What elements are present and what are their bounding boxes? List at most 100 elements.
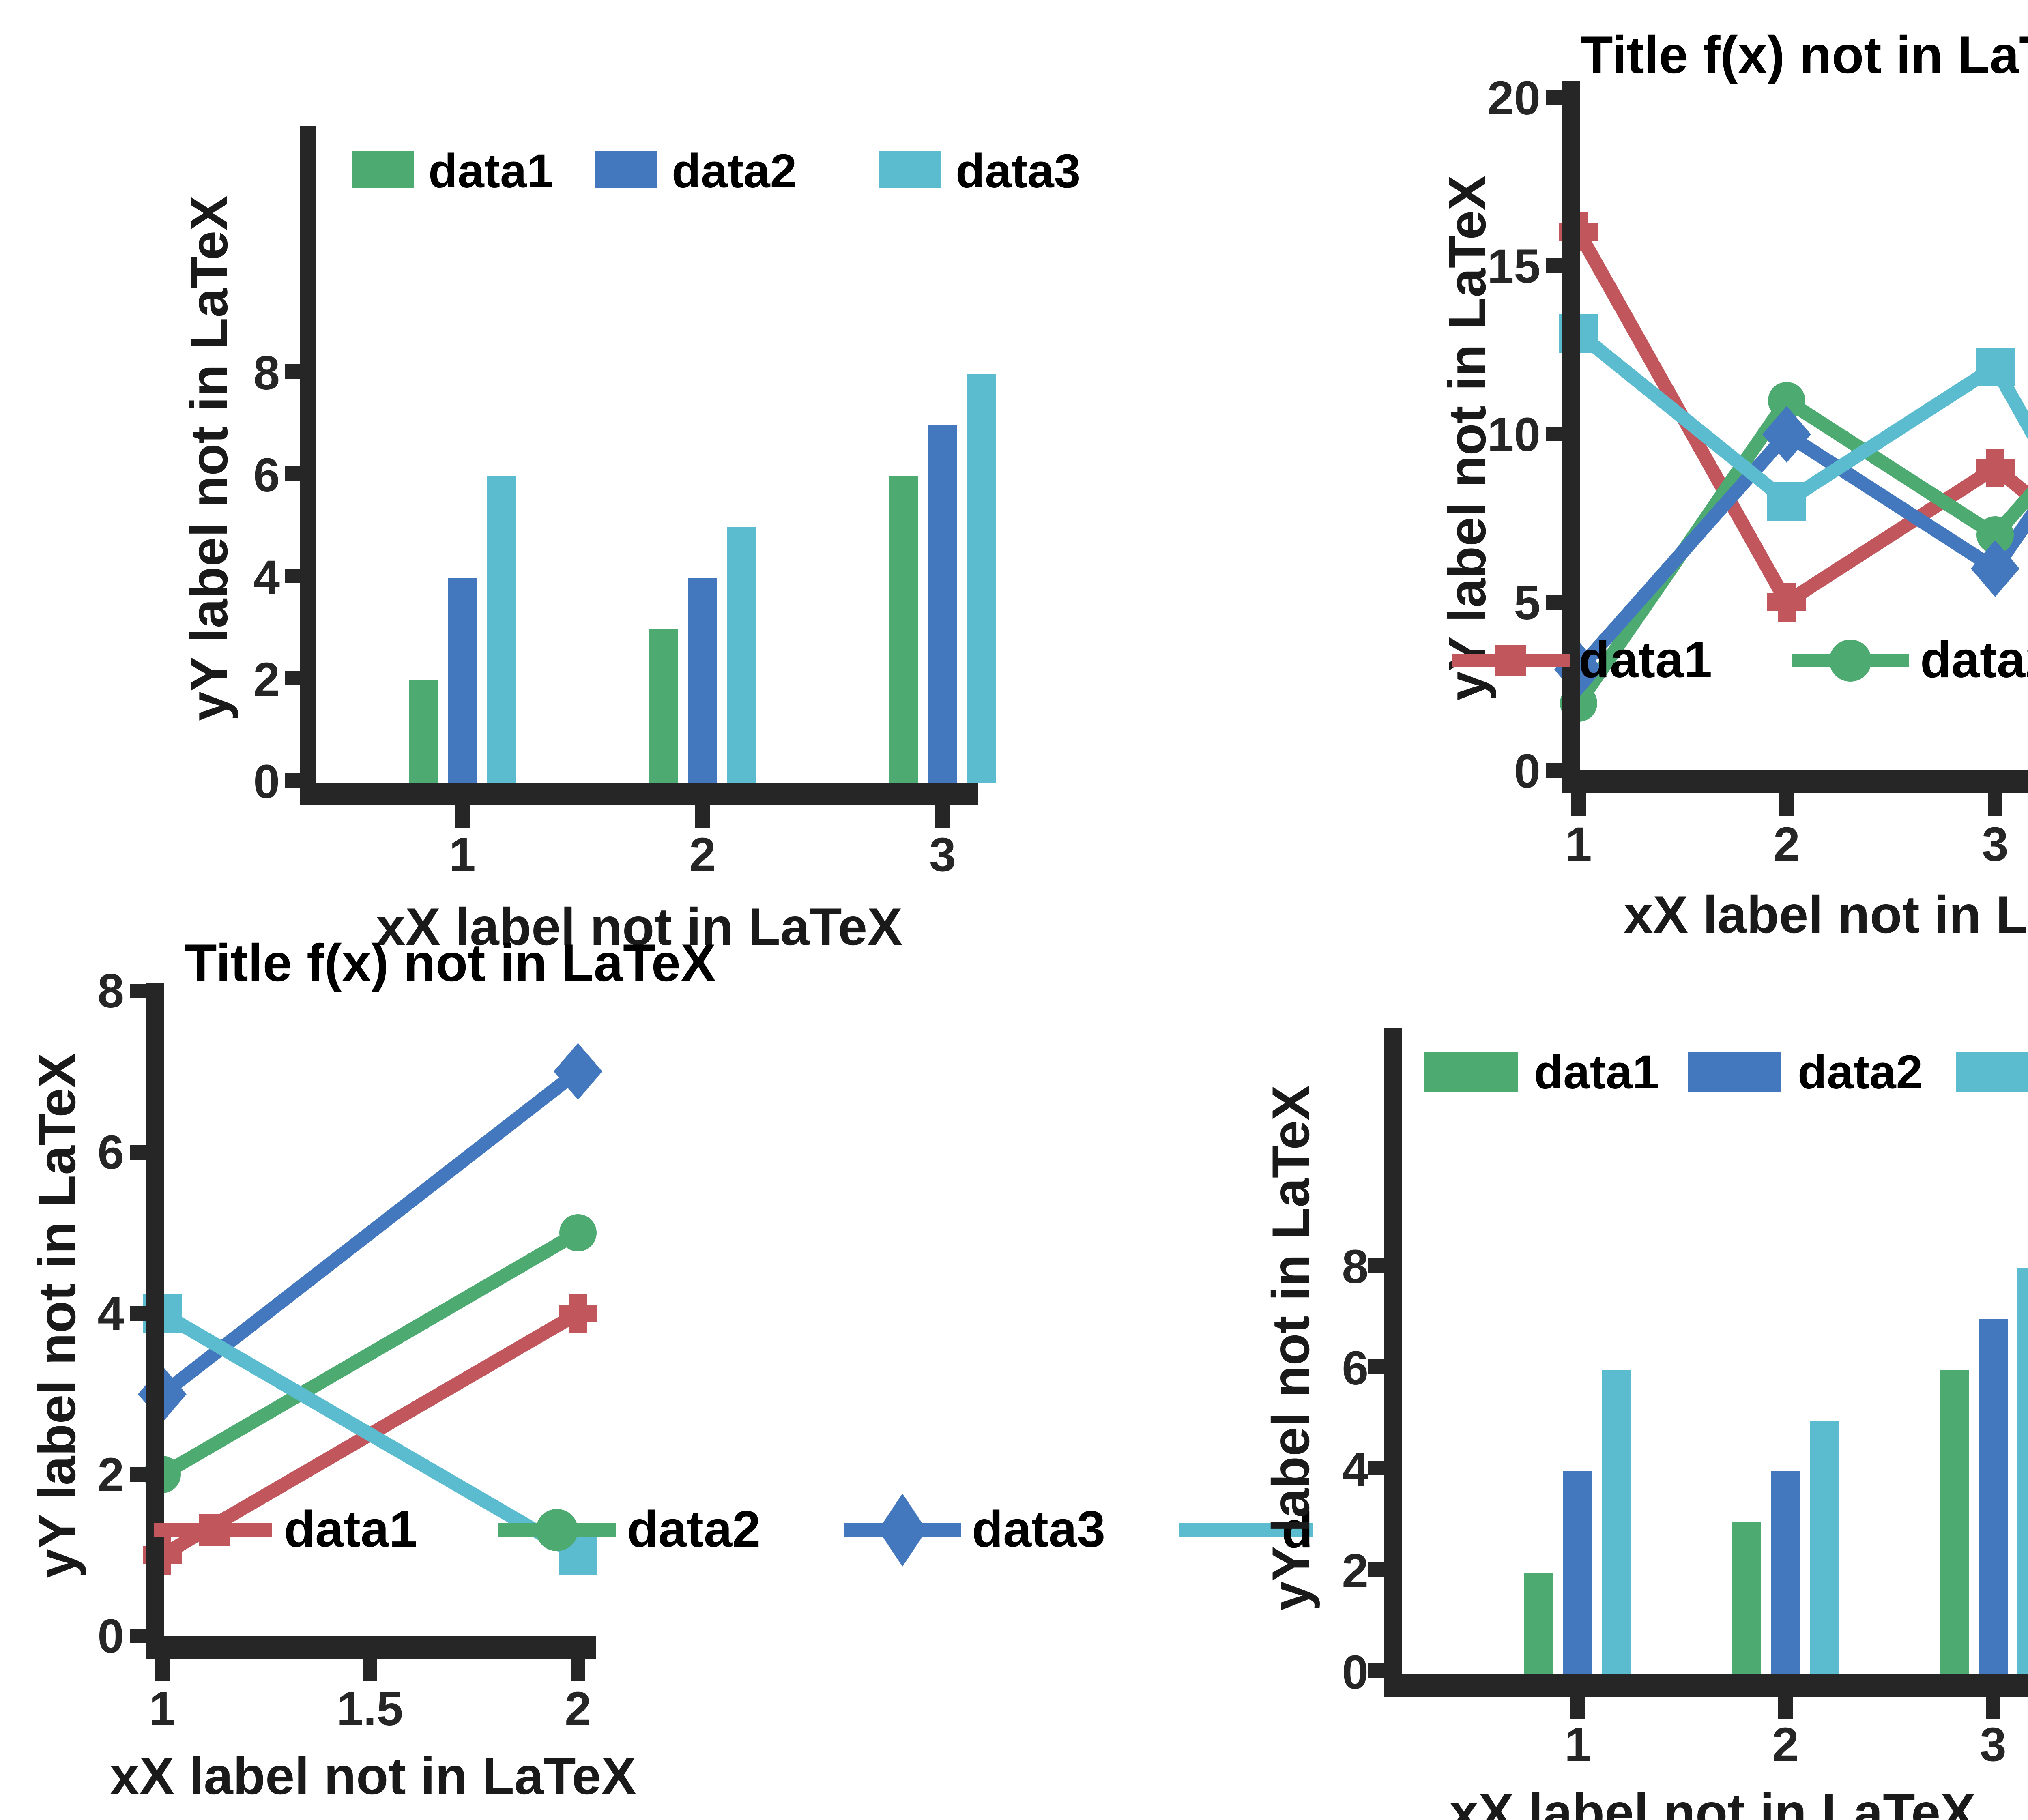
x-axis-line [1384, 1674, 2028, 1697]
y-tick-2: 2 [97, 1448, 124, 1502]
bar-data2-cat3 [1979, 1319, 2008, 1674]
panel-top-right: Title f(x) not in LaTeX [1214, 0, 2028, 944]
legend-entry-data2: data2 [1792, 631, 2028, 688]
y-axis-label: yY label not in LaTeX [1261, 1085, 1320, 1611]
series-lines-top-right [1572, 225, 2028, 710]
bar-data1-cat2 [649, 629, 678, 783]
x-tick-2: 2 [689, 828, 716, 882]
y-axis-line [300, 126, 316, 783]
x-tick-3: 3 [929, 828, 956, 882]
y-tick-labels-top-left: 8 6 4 2 0 [253, 346, 280, 809]
legend-entry-data2: data2 [498, 1500, 760, 1558]
legend-entry-data1: data1 [1452, 631, 1712, 688]
y-tick-5: 5 [1514, 576, 1540, 630]
chart-title: Title f(x) not in LaTeX [1581, 25, 2028, 84]
y-tick-6: 6 [97, 1126, 124, 1179]
line-chart-top-right: Title f(x) not in LaTeX [1437, 25, 2028, 944]
legend-top-right: data1 data2 data3 [1452, 631, 2028, 688]
legend-label-data3: data3 [972, 1500, 1105, 1558]
bar-data1-cat1 [1524, 1573, 1553, 1674]
legend-swatch-data3 [879, 151, 941, 188]
bars-group-1 [409, 476, 516, 783]
line-chart-bottom-left: Title f(x) not in LaTeX [27, 933, 1313, 1805]
x-axis-label: xX label not in LaTeX [376, 897, 902, 956]
legend-entry-data4-truncated: d [1179, 1501, 1313, 1558]
x-tick-2: 2 [1772, 1718, 1799, 1771]
x-tick-3: 3 [1982, 818, 2009, 871]
bars-group-2 [649, 527, 756, 783]
x-axis-label: xX label not in LaTeX [1624, 885, 2028, 944]
x-axis-label: xX label not in LaTeX [110, 1746, 636, 1805]
bar-data2-cat1 [448, 578, 477, 783]
line-data3 [155, 1065, 585, 1401]
legend-label-data4-truncated: d [1282, 1501, 1313, 1558]
y-tick-2: 2 [253, 653, 280, 706]
bar-data1-cat1 [409, 680, 438, 783]
y-axis-label: yY label not in LaTeX [27, 1053, 86, 1578]
x-tick-1: 1 [1565, 818, 1592, 871]
bar-chart-top-left: data1 data2 data3 8 6 4 2 0 [179, 126, 1081, 956]
x-tick-1: 1 [1564, 1718, 1591, 1771]
legend-label-data1: data1 [1579, 631, 1712, 688]
y-tick-8: 8 [1342, 1240, 1368, 1294]
legend-entry-data1: data1 [154, 1500, 417, 1558]
legend-label-data2: data2 [1920, 631, 2028, 688]
y-tick-labels-bottom-right: 8 6 4 2 0 [1342, 1240, 1368, 1699]
bar-data1-cat3 [1940, 1370, 1969, 1674]
x-ticks-top-left [455, 805, 950, 828]
x-axis-label: xX label not in LaTeX [1449, 1783, 1976, 1820]
legend-swatch-data3 [1956, 1052, 2028, 1092]
y-tick-6: 6 [253, 449, 280, 502]
panel-bottom-right: data1 data2 data3 8 6 4 2 0 [1214, 910, 2028, 1820]
x-tick-3: 3 [1980, 1718, 2007, 1771]
y-tick-labels-top-right: 20 15 10 5 0 [1487, 71, 1540, 798]
y-tick-8: 8 [253, 346, 280, 400]
y-tick-0: 0 [253, 755, 280, 809]
y-tick-10: 10 [1487, 408, 1540, 461]
y-tick-4: 4 [253, 551, 280, 604]
bar-data2-cat1 [1563, 1471, 1592, 1674]
x-axis-line [146, 1636, 596, 1659]
legend-entry-data3: data3 [844, 1494, 1105, 1567]
panel-top-left: data1 data2 data3 8 6 4 2 0 [0, 0, 1214, 956]
y-ticks-top-left [285, 364, 301, 788]
legend-bottom-left: data1 data2 data3 d [154, 1494, 1313, 1567]
legend-top-left: data1 data2 data3 [352, 144, 1081, 198]
bar-data1-cat3 [889, 476, 918, 783]
bars-group-2 [1732, 1421, 1839, 1674]
x-tick-2: 2 [565, 1682, 591, 1736]
y-tick-4: 4 [1342, 1443, 1368, 1496]
legend-swatch-data2 [595, 151, 657, 188]
bar-data3-cat3 [967, 374, 996, 783]
legend-label-data3: data3 [956, 144, 1081, 198]
legend-bottom-right: data1 data2 data3 [1424, 1045, 2028, 1099]
y-ticks-bottom-right [1368, 1258, 1384, 1678]
bar-data2-cat2 [1771, 1471, 1800, 1674]
y-tick-8: 8 [97, 964, 124, 1018]
panel-bottom-left: Title f(x) not in LaTeX [0, 910, 1313, 1820]
x-tick-labels-top-right: 1 2 3 4 [1565, 818, 2009, 871]
legend-swatch-data1 [352, 151, 414, 188]
y-axis-line [146, 983, 164, 1636]
y-tick-6: 6 [1342, 1341, 1368, 1395]
x-tick-1p5: 1.5 [337, 1682, 403, 1736]
y-ticks-top-right [1546, 90, 1562, 778]
line-data4 [1572, 326, 2028, 508]
x-tick-2: 2 [1773, 818, 1800, 871]
bar-chart-bottom-right: data1 data2 data3 8 6 4 2 0 [1261, 1028, 2028, 1820]
bars-group-3 [1940, 1268, 2028, 1674]
x-tick-labels-bottom-right: 1 2 3 [1564, 1718, 2007, 1771]
bar-data2-cat2 [688, 578, 717, 783]
x-tick-1: 1 [449, 828, 476, 882]
y-axis-label: yY label not in LaTeX [1437, 175, 1497, 701]
y-axis-label: yY label not in LaTeX [179, 195, 238, 721]
x-tick-labels-top-left: 1 2 3 [449, 828, 956, 882]
y-axis-line [1384, 1028, 1402, 1674]
bar-data2-cat3 [928, 425, 957, 783]
bar-data3-cat2 [1810, 1421, 1839, 1674]
bar-data3-cat3 [2017, 1268, 2028, 1674]
line-data3 [1572, 427, 2028, 676]
line-data2 [155, 1226, 585, 1481]
y-tick-labels-bottom-left: 8 6 4 2 0 [97, 964, 124, 1663]
